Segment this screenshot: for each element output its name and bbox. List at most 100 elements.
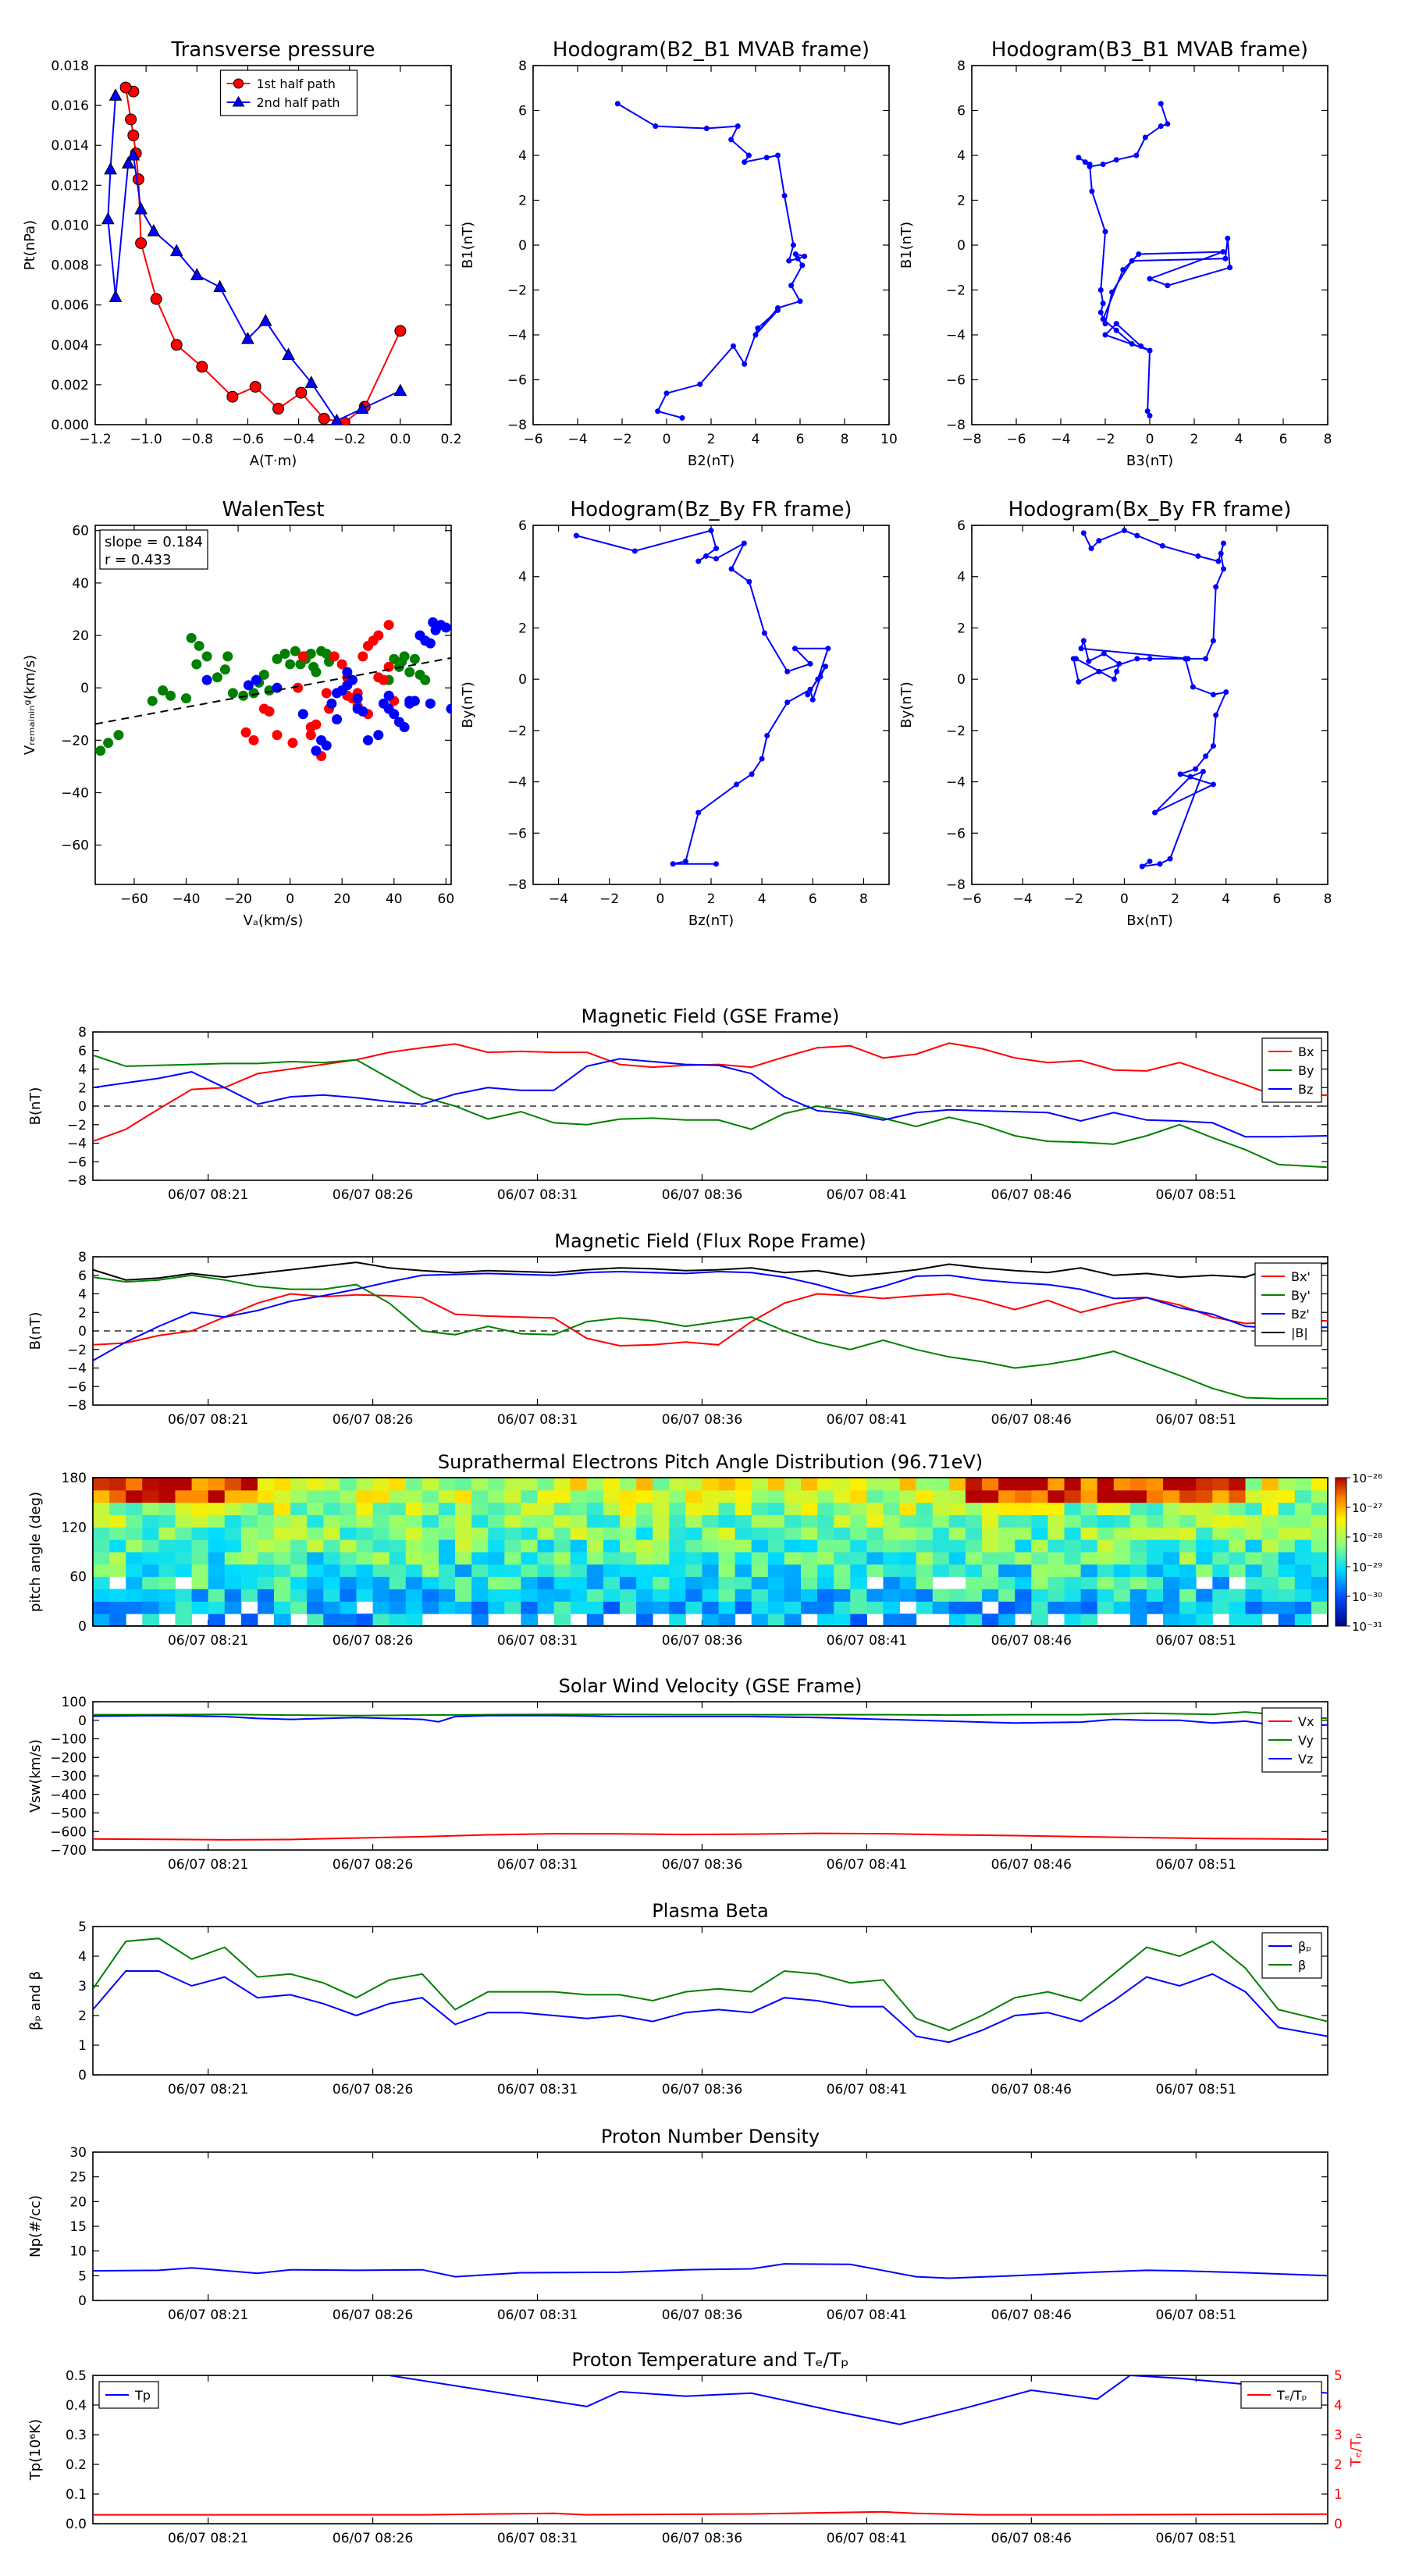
x-axis-label: A(T·m) [250,453,297,469]
y-tick-label: 0 [957,672,966,688]
fit-line [94,656,452,725]
legend-box [219,69,358,116]
heatmap-cell [586,1589,604,1602]
heatmap-cell [1245,1527,1263,1540]
heatmap-cell [1245,1502,1263,1515]
heatmap-cell [389,1514,407,1528]
heatmap-cell [1212,1589,1229,1602]
heatmap-cell [834,1539,851,1553]
x-tick-label: 06/07 08:51 [1156,1633,1236,1649]
plot-area [101,81,407,425]
heatmap-cell [471,1502,489,1515]
data-point [1193,766,1199,772]
heatmap-cell [93,1614,110,1627]
heatmap-cell [603,1552,621,1565]
heatmap-cell [998,1514,1016,1528]
legend-box [1254,1262,1322,1347]
heatmap-cell [175,1614,193,1627]
chart-tp: Proton Temperature and Tₑ/Tₚ 0.0 0.1 0.2 0.3… [27,2349,1364,2546]
heatmap-cell [817,1552,834,1565]
x-tick-label: 4 [758,891,767,907]
heatmap-cell [1015,1601,1032,1614]
heatmap-cell [948,1601,966,1614]
y-axis-label: βₚ and β [27,1971,44,2030]
y-tick-label-right: 4 [1334,2398,1343,2414]
heatmap-cell [1146,1478,1164,1491]
heatmap-cell [471,1564,489,1578]
heatmap-cell [653,1502,670,1515]
heatmap-cell [767,1601,785,1614]
heatmap-cell [899,1576,917,1589]
heatmap-cell [1179,1601,1197,1614]
heatmap-cell [191,1502,209,1515]
heatmap-cell [274,1502,291,1515]
heatmap-cell [93,1539,110,1553]
y-tick-label: −6 [507,826,527,841]
series-1 [93,1937,1328,2032]
heatmap-cell [899,1527,917,1540]
data-point [1223,689,1229,696]
heatmap-cell [1212,1576,1229,1589]
data-point [1076,678,1082,685]
heatmap-cell [1245,1576,1263,1589]
x-tick-label: −6 [523,432,542,447]
heatmap-cell [208,1478,226,1491]
heatmap-cell [93,1601,110,1614]
data-point [1139,863,1145,870]
x-tick-label: 06/07 08:36 [662,2531,742,2546]
heatmap-cell [191,1589,209,1602]
legend-label: 2nd half path [257,95,340,110]
heatmap-cell [1294,1539,1312,1553]
heatmap-cell [965,1552,983,1565]
heatmap-cell [801,1564,818,1578]
y-tick-label: −2 [946,283,966,299]
chart-mag_fr: Magnetic Field (Flux Rope Frame) −8 −6 −4 −2… [27,1230,1329,1428]
heatmap-cell [883,1601,901,1614]
plot-frame [92,1926,1329,2076]
heatmap-cell [521,1527,539,1540]
data-point [759,756,765,762]
heatmap-cell [1311,1514,1329,1528]
heatmap-cell [1048,1539,1065,1553]
heatmap-cell [916,1564,934,1578]
colorbar-label: 10⁻²⁶ [1352,1471,1382,1485]
heatmap-cell [257,1539,275,1553]
heatmap-cell [669,1576,686,1589]
data-point [745,152,752,158]
heatmap-cell [1031,1552,1048,1565]
data-point [1102,321,1108,327]
heatmap-cell [191,1576,209,1589]
data-point [272,730,283,741]
heatmap-cell [405,1564,423,1578]
heatmap-cell [619,1489,637,1503]
heatmap-cell [998,1489,1016,1503]
data-point [792,251,799,257]
heatmap-cell [158,1589,176,1602]
heatmap-cell [702,1489,720,1503]
y-tick-label: −6 [67,1155,87,1170]
heatmap-cell [718,1539,736,1553]
y-tick-label-right: 0 [1334,2517,1343,2532]
y-tick-label: 0.014 [51,138,89,154]
heatmap-cell [767,1478,785,1491]
heatmap-cell [1031,1576,1048,1589]
heatmap-cell [998,1601,1016,1614]
heatmap-cell [356,1514,374,1528]
data-point [1147,858,1153,864]
heatmap-cell [570,1489,588,1503]
heatmap-cell [471,1576,489,1589]
heatmap-cell [1278,1564,1296,1578]
heatmap-cell [998,1614,1016,1627]
x-tick-label: −0.2 [333,432,365,447]
heatmap-cell [175,1564,193,1578]
heatmap-cell [307,1614,324,1627]
heatmap-cell [702,1589,720,1602]
series-line [93,2263,1328,2279]
x-tick-label: 10 [880,432,898,447]
y-tick-label: −4 [67,1137,87,1152]
y-tick-label: −8 [946,877,966,893]
heatmap-cell [208,1589,226,1602]
data-point [1109,289,1115,295]
chart-vsw: Solar Wind Velocity (GSE Frame) −700 −600 −… [27,1675,1329,1873]
heatmap-cell [1048,1502,1065,1515]
